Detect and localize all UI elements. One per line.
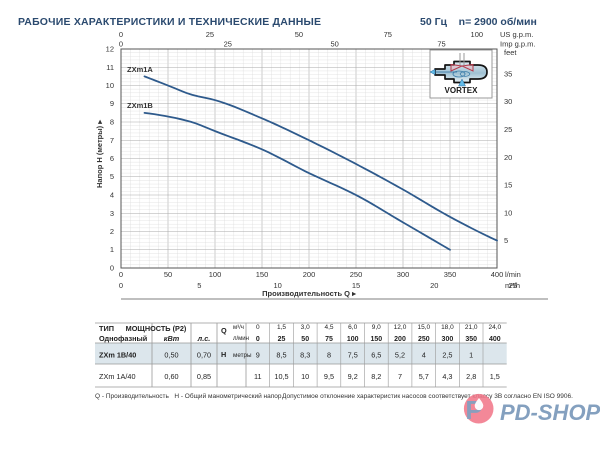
svg-text:PD-SHOP: PD-SHOP bbox=[500, 400, 600, 425]
